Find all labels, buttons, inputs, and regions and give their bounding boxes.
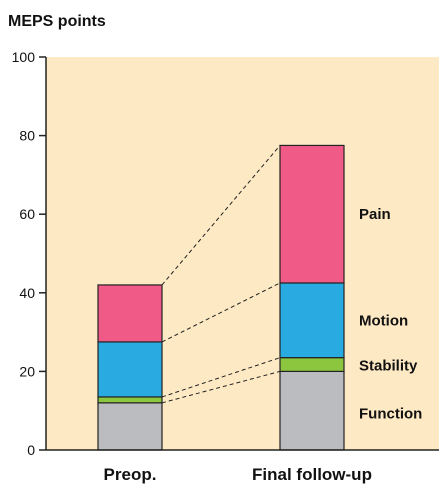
y-tick-label-80: 80 [19,128,35,144]
connector-line-pain [161,145,281,286]
bar-segment-pain-preop [97,284,163,343]
series-labels: Function Stability Motion Pain [359,206,422,423]
connector-lines [161,145,281,404]
y-tick-label-60: 60 [19,206,35,222]
series-label-function: Function [359,406,422,423]
bar-segment-function-preop [97,402,163,451]
y-axis-label: MEPS points [8,13,106,30]
y-tick-label-0: 0 [27,442,35,458]
bar-segment-stability-final [279,357,345,372]
series-label-motion: Motion [359,312,408,329]
y-tick-label-100: 100 [12,49,36,65]
bar-segment-motion-final [279,282,345,359]
category-label-1: Final follow-up [252,465,372,484]
category-label-0: Preop. [104,465,157,484]
bar-segment-motion-preop [97,341,163,398]
series-label-pain: Pain [359,206,391,223]
y-tick-label-20: 20 [19,363,35,379]
axes: 0 20 40 60 80 100 Preop. Final follow-up [12,49,439,484]
bar-segment-function-final [279,370,345,451]
y-tick-label-40: 40 [19,285,35,301]
connector-line-motion [161,282,281,343]
bar-segment-stability-preop [97,396,163,404]
connector-line-function [161,370,281,404]
bars [97,144,345,451]
bar-segment-pain-final [279,144,345,284]
series-label-stability: Stability [359,358,418,375]
